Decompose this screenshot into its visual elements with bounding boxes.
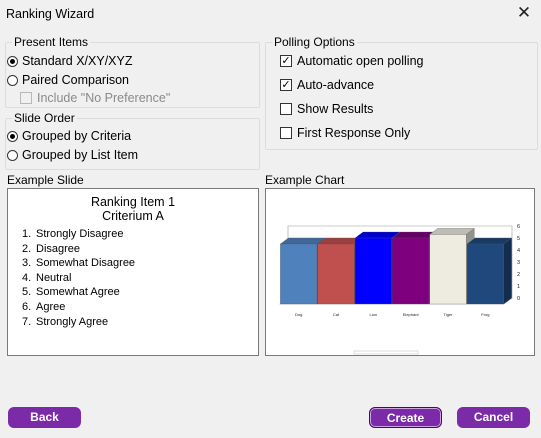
chart-bar xyxy=(429,234,467,305)
list-item: 7. Strongly Agree xyxy=(22,315,109,328)
checkbox-first-response-only-box[interactable] xyxy=(280,127,292,139)
list-item-text: Somewhat Disagree xyxy=(36,257,136,270)
include-no-preference-label: Include "No Preference" xyxy=(37,91,171,105)
slide-title-line1: Ranking Item 1 xyxy=(90,195,176,209)
create-button[interactable]: Create xyxy=(369,407,442,428)
include-no-preference-box[interactable] xyxy=(20,92,32,104)
chart-x-tick-label: Cat xyxy=(333,312,340,317)
checkbox-automatic-open-polling[interactable]: ✓ Automatic open polling xyxy=(280,52,423,70)
chart-bar-top xyxy=(354,231,401,239)
radio-standard-label: Standard X/XY/XYZ xyxy=(22,54,133,68)
checkbox-show-results-box[interactable] xyxy=(280,103,292,115)
cancel-button[interactable]: Cancel xyxy=(457,407,530,428)
slide-order-legend: Slide Order xyxy=(12,111,77,125)
back-button[interactable]: Back xyxy=(8,407,81,428)
radio-grouped-criteria[interactable]: Grouped by Criteria xyxy=(7,127,131,145)
radio-standard[interactable]: Standard X/XY/XYZ xyxy=(7,52,132,70)
list-item-text: Strongly Disagree xyxy=(36,228,124,240)
checkbox-auto-advance[interactable]: ✓ Auto-advance xyxy=(280,76,374,94)
chart-x-tick-label: Tiger xyxy=(444,312,454,317)
list-item: 5. Somewhat Agree xyxy=(22,286,120,299)
checkbox-first-response-only-label: First Response Only xyxy=(297,126,411,140)
slide-order-group: Slide Order xyxy=(5,111,260,170)
list-item: 2. Disagree xyxy=(22,242,81,255)
radio-paired[interactable]: Paired Comparison xyxy=(7,71,129,89)
chart-bar xyxy=(354,237,392,305)
list-item: 4. Neutral xyxy=(22,271,72,284)
example-chart-label: Example Chart xyxy=(265,173,345,187)
chart-bar xyxy=(280,243,318,305)
chart-y-tick-label: 4 xyxy=(517,248,520,254)
chart-y-tick-label: 3 xyxy=(517,260,520,266)
list-item-text: Disagree xyxy=(36,242,81,255)
list-item: 1. Strongly Disagree xyxy=(22,228,124,240)
checkbox-show-results[interactable]: Show Results xyxy=(280,100,373,118)
polling-options-legend: Polling Options xyxy=(272,35,357,49)
window-title: Ranking Wizard xyxy=(6,7,95,21)
polling-options-group: Polling Options xyxy=(265,35,538,150)
example-chart-panel: 0 1 2 3 4 5 6 Dog Cat Lion Elephant Tiger Frog xyxy=(265,188,535,356)
chart-x-tick-label: Frog xyxy=(481,312,489,317)
checkbox-auto-advance-label: Auto-advance xyxy=(297,78,375,92)
checkbox-auto-advance-box[interactable]: ✓ xyxy=(280,79,292,91)
chart-y-tick-label: 6 xyxy=(517,224,520,230)
chart-y-tick-label: 5 xyxy=(517,236,520,242)
list-item: 3. Somewhat Disagree xyxy=(22,257,136,270)
radio-grouped-criteria-indicator[interactable] xyxy=(7,130,18,142)
chart-bar xyxy=(466,243,504,305)
radio-grouped-list-item-label: Grouped by List Item xyxy=(22,148,139,162)
chart-bar-top xyxy=(466,237,513,245)
include-no-preference-checkbox[interactable]: Include "No Preference" xyxy=(20,89,170,107)
radio-paired-indicator[interactable] xyxy=(7,74,18,86)
present-items-group: Present Items xyxy=(5,35,260,108)
checkbox-automatic-open-polling-label: Automatic open polling xyxy=(297,54,424,68)
example-slide-label: Example Slide xyxy=(7,173,84,187)
list-item-text: Somewhat Agree xyxy=(36,286,120,299)
radio-grouped-criteria-label: Grouped by Criteria xyxy=(22,129,132,143)
radio-paired-label: Paired Comparison xyxy=(22,73,129,87)
chart-x-tick-label: Dog xyxy=(295,312,302,317)
chart-bar xyxy=(317,243,355,305)
checkbox-first-response-only[interactable]: First Response Only xyxy=(280,124,410,142)
example-slide-panel: Ranking Item 1 Criterium A 1. Strongly Di… xyxy=(7,188,259,356)
chart-bar-side xyxy=(503,237,512,305)
radio-grouped-list-item[interactable]: Grouped by List Item xyxy=(7,146,138,164)
list-item-text: Neutral xyxy=(36,271,72,284)
chart-y-tick-label: 2 xyxy=(517,272,520,278)
chart-y-tick-label: 1 xyxy=(517,284,520,290)
chart-bar-top xyxy=(279,237,326,245)
list-item: 6. Agree xyxy=(22,300,66,313)
close-icon[interactable]: ✕ xyxy=(516,3,532,22)
list-item-text: Agree xyxy=(36,300,66,313)
chart-bar xyxy=(392,237,430,305)
present-items-legend: Present Items xyxy=(12,35,91,49)
slide-title-line2: Criterium A xyxy=(102,209,164,223)
example-chart: 0 1 2 3 4 5 6 Dog Cat Lion Elephant Tiger Frog xyxy=(279,224,520,355)
chart-bar-top xyxy=(429,228,475,235)
radio-standard-indicator[interactable] xyxy=(7,55,18,67)
list-item-text: Strongly Agree xyxy=(36,315,109,328)
radio-grouped-list-item-indicator[interactable] xyxy=(7,149,18,161)
checkbox-automatic-open-polling-box[interactable]: ✓ xyxy=(280,55,292,67)
chart-x-tick-label: Elephant xyxy=(403,312,420,317)
slide-item-list: 1. Strongly Disagree 2. Disagree 3. Somewha… xyxy=(22,227,135,329)
chart-y-tick-label: 0 xyxy=(517,296,520,302)
checkbox-show-results-label: Show Results xyxy=(297,102,374,116)
chart-legend-strip xyxy=(353,350,419,355)
chart-x-tick-label: Lion xyxy=(370,312,378,317)
